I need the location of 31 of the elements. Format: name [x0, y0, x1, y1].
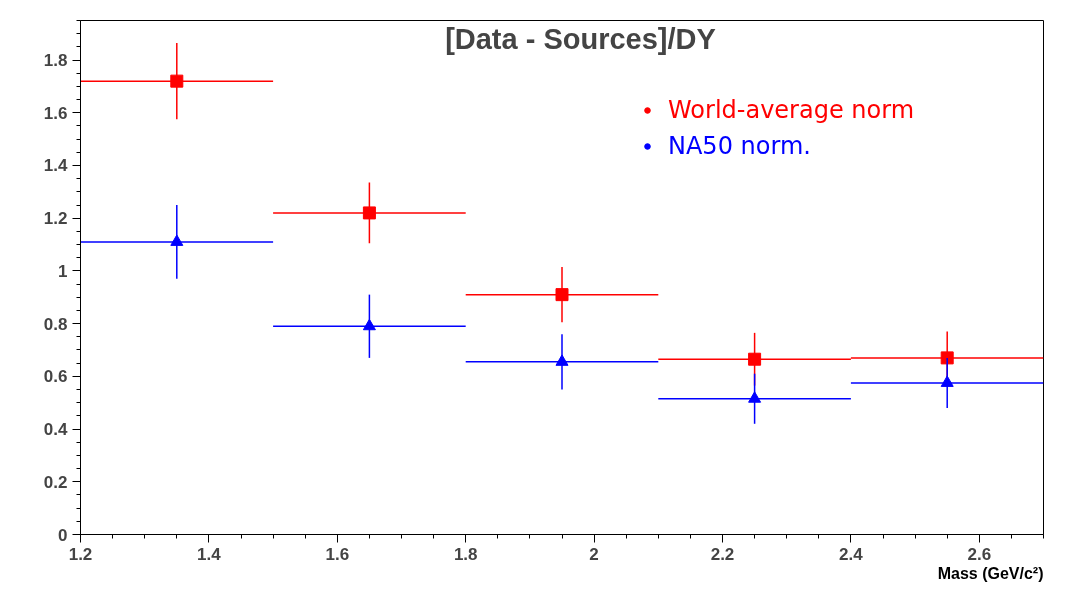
- point: [555, 288, 569, 302]
- y-tick-label: 1.2: [43, 209, 68, 229]
- point: [748, 352, 762, 366]
- y-tick-label: 1.4: [43, 156, 69, 176]
- point: [555, 354, 569, 366]
- point: [940, 351, 954, 365]
- point: [362, 318, 376, 331]
- point: [362, 206, 376, 220]
- point: [170, 74, 184, 88]
- y-tick-label: 0.4: [43, 420, 69, 440]
- y-tick-label: 1.8: [43, 51, 68, 71]
- legend-label: NA50 norm.: [668, 132, 811, 160]
- x-tick-label: 1.4: [197, 544, 222, 564]
- legend-label: World-average norm: [668, 96, 915, 124]
- point: [170, 234, 184, 246]
- x-tick-label: 1.6: [325, 544, 350, 564]
- point: [940, 375, 954, 387]
- x-tick-label: 2.6: [967, 544, 992, 564]
- chart-title: [Data - Sources]/DY: [445, 22, 716, 55]
- y-tick-label: 1.6: [43, 103, 68, 123]
- x-tick-label: 2.4: [839, 544, 864, 564]
- y-tick-label: 0.6: [43, 367, 68, 387]
- y-tick-label: 0: [58, 525, 68, 545]
- point: [748, 391, 762, 403]
- x-tick-label: 1.8: [453, 544, 478, 564]
- y-tick-label: 0.8: [43, 314, 68, 334]
- y-tick-label: 0.2: [43, 472, 68, 492]
- y-tick-label: 1: [58, 261, 68, 281]
- x-tick-label: 2.2: [710, 544, 735, 564]
- x-tick-label: 2: [589, 544, 599, 564]
- x-axis-title: Mass (GeV/c²): [937, 564, 1044, 582]
